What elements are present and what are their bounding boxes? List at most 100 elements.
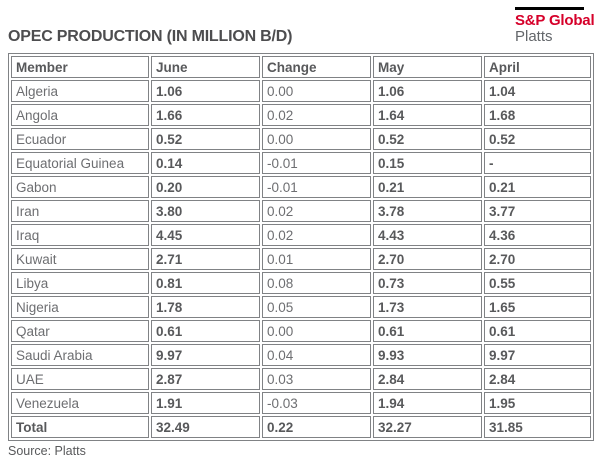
value-cell: 4.36 (484, 224, 591, 246)
value-cell: 0.81 (151, 272, 260, 294)
value-cell: 0.21 (484, 176, 591, 198)
value-cell: 0.04 (262, 344, 371, 366)
total-label-cell: Total (11, 416, 149, 438)
value-cell: 2.70 (484, 248, 591, 270)
member-cell: Venezuela (11, 392, 149, 414)
value-cell: 2.71 (151, 248, 260, 270)
value-cell: 2.70 (373, 248, 482, 270)
total-value-cell: 31.85 (484, 416, 591, 438)
value-cell: 0.20 (151, 176, 260, 198)
table-row: Libya 0.81 0.08 0.73 0.55 (11, 272, 591, 294)
table-row: Equatorial Guinea 0.14 -0.01 0.15- (11, 152, 591, 174)
value-cell: 9.93 (373, 344, 482, 366)
value-cell: 0.52 (484, 128, 591, 150)
value-cell: 1.94 (373, 392, 482, 414)
value-cell: 0.61 (373, 320, 482, 342)
value-cell: 0.08 (262, 272, 371, 294)
column-header-member: Member (11, 56, 149, 78)
member-cell: Ecuador (11, 128, 149, 150)
total-value-cell: 32.27 (373, 416, 482, 438)
column-header-may: May (373, 56, 482, 78)
column-header-june: June (151, 56, 260, 78)
member-cell: Algeria (11, 80, 149, 102)
table-row: Algeria 1.06 0.00 1.06 1.04 (11, 80, 591, 102)
table-row: Gabon 0.20 -0.01 0.21 0.21 (11, 176, 591, 198)
value-cell: 1.73 (373, 296, 482, 318)
value-cell: 1.64 (373, 104, 482, 126)
value-cell: 0.21 (373, 176, 482, 198)
value-cell: 0.00 (262, 128, 371, 150)
opec-production-table: Member June Change May April Algeria 1.06 0.00… (8, 53, 594, 441)
value-cell: 0.02 (262, 224, 371, 246)
table-row: Iraq 4.45 0.02 4.43 4.36 (11, 224, 591, 246)
value-cell: 1.68 (484, 104, 591, 126)
member-cell: Nigeria (11, 296, 149, 318)
page-title: OPEC PRODUCTION (IN MILLION B/D) (8, 28, 293, 45)
value-cell: 9.97 (151, 344, 260, 366)
value-cell: 3.77 (484, 200, 591, 222)
value-cell: 0.05 (262, 296, 371, 318)
value-cell: 0.03 (262, 368, 371, 390)
value-cell: 0.52 (151, 128, 260, 150)
member-cell: Libya (11, 272, 149, 294)
total-value-cell: 32.49 (151, 416, 260, 438)
table-row: UAE 2.87 0.03 2.84 2.84 (11, 368, 591, 390)
value-cell: 0.00 (262, 80, 371, 102)
member-cell: Iran (11, 200, 149, 222)
value-cell: 1.65 (484, 296, 591, 318)
value-cell: 0.52 (373, 128, 482, 150)
table-row: Nigeria 1.78 0.05 1.73 1.65 (11, 296, 591, 318)
value-cell: 0.73 (373, 272, 482, 294)
total-value-cell: 0.22 (262, 416, 371, 438)
value-cell: 2.84 (484, 368, 591, 390)
table-body: Algeria 1.06 0.00 1.06 1.04 Angola 1.66 0.02 1.6… (11, 80, 591, 438)
value-cell: 1.06 (373, 80, 482, 102)
value-cell: 3.78 (373, 200, 482, 222)
value-cell: 0.14 (151, 152, 260, 174)
logo-sp-global-text: S&P Global (515, 12, 595, 29)
table-row: Qatar 0.61 0.00 0.61 0.61 (11, 320, 591, 342)
value-cell: -0.03 (262, 392, 371, 414)
member-cell: UAE (11, 368, 149, 390)
value-cell: 0.01 (262, 248, 371, 270)
logo-top-bar (515, 7, 584, 10)
sp-global-platts-logo: S&P Global Platts (515, 7, 595, 45)
table-head-row: Member June Change May April (11, 56, 591, 78)
column-header-april: April (484, 56, 591, 78)
value-cell: 0.02 (262, 104, 371, 126)
value-cell: -0.01 (262, 152, 371, 174)
source-note: Source: Platts (8, 444, 86, 458)
member-cell: Iraq (11, 224, 149, 246)
value-cell: 1.06 (151, 80, 260, 102)
value-cell: 0.55 (484, 272, 591, 294)
table-row: Iran 3.80 0.02 3.78 3.77 (11, 200, 591, 222)
value-cell: 4.45 (151, 224, 260, 246)
value-cell: 1.91 (151, 392, 260, 414)
value-cell: 9.97 (484, 344, 591, 366)
member-cell: Saudi Arabia (11, 344, 149, 366)
table-row: Venezuela 1.91 -0.03 1.94 1.95 (11, 392, 591, 414)
value-cell: - (484, 152, 591, 174)
member-cell: Gabon (11, 176, 149, 198)
value-cell: 1.66 (151, 104, 260, 126)
value-cell: -0.01 (262, 176, 371, 198)
table-row: Angola 1.66 0.02 1.64 1.68 (11, 104, 591, 126)
value-cell: 1.95 (484, 392, 591, 414)
member-cell: Qatar (11, 320, 149, 342)
value-cell: 4.43 (373, 224, 482, 246)
value-cell: 3.80 (151, 200, 260, 222)
table-row: Saudi Arabia 9.97 0.04 9.93 9.97 (11, 344, 591, 366)
value-cell: 2.87 (151, 368, 260, 390)
value-cell: 1.04 (484, 80, 591, 102)
value-cell: 1.78 (151, 296, 260, 318)
member-cell: Equatorial Guinea (11, 152, 149, 174)
value-cell: 0.00 (262, 320, 371, 342)
value-cell: 0.15 (373, 152, 482, 174)
value-cell: 0.02 (262, 200, 371, 222)
member-cell: Angola (11, 104, 149, 126)
member-cell: Kuwait (11, 248, 149, 270)
table-row: Ecuador 0.52 0.00 0.52 0.52 (11, 128, 591, 150)
table-row: Kuwait 2.71 0.01 2.70 2.70 (11, 248, 591, 270)
column-header-change: Change (262, 56, 371, 78)
value-cell: 2.84 (373, 368, 482, 390)
